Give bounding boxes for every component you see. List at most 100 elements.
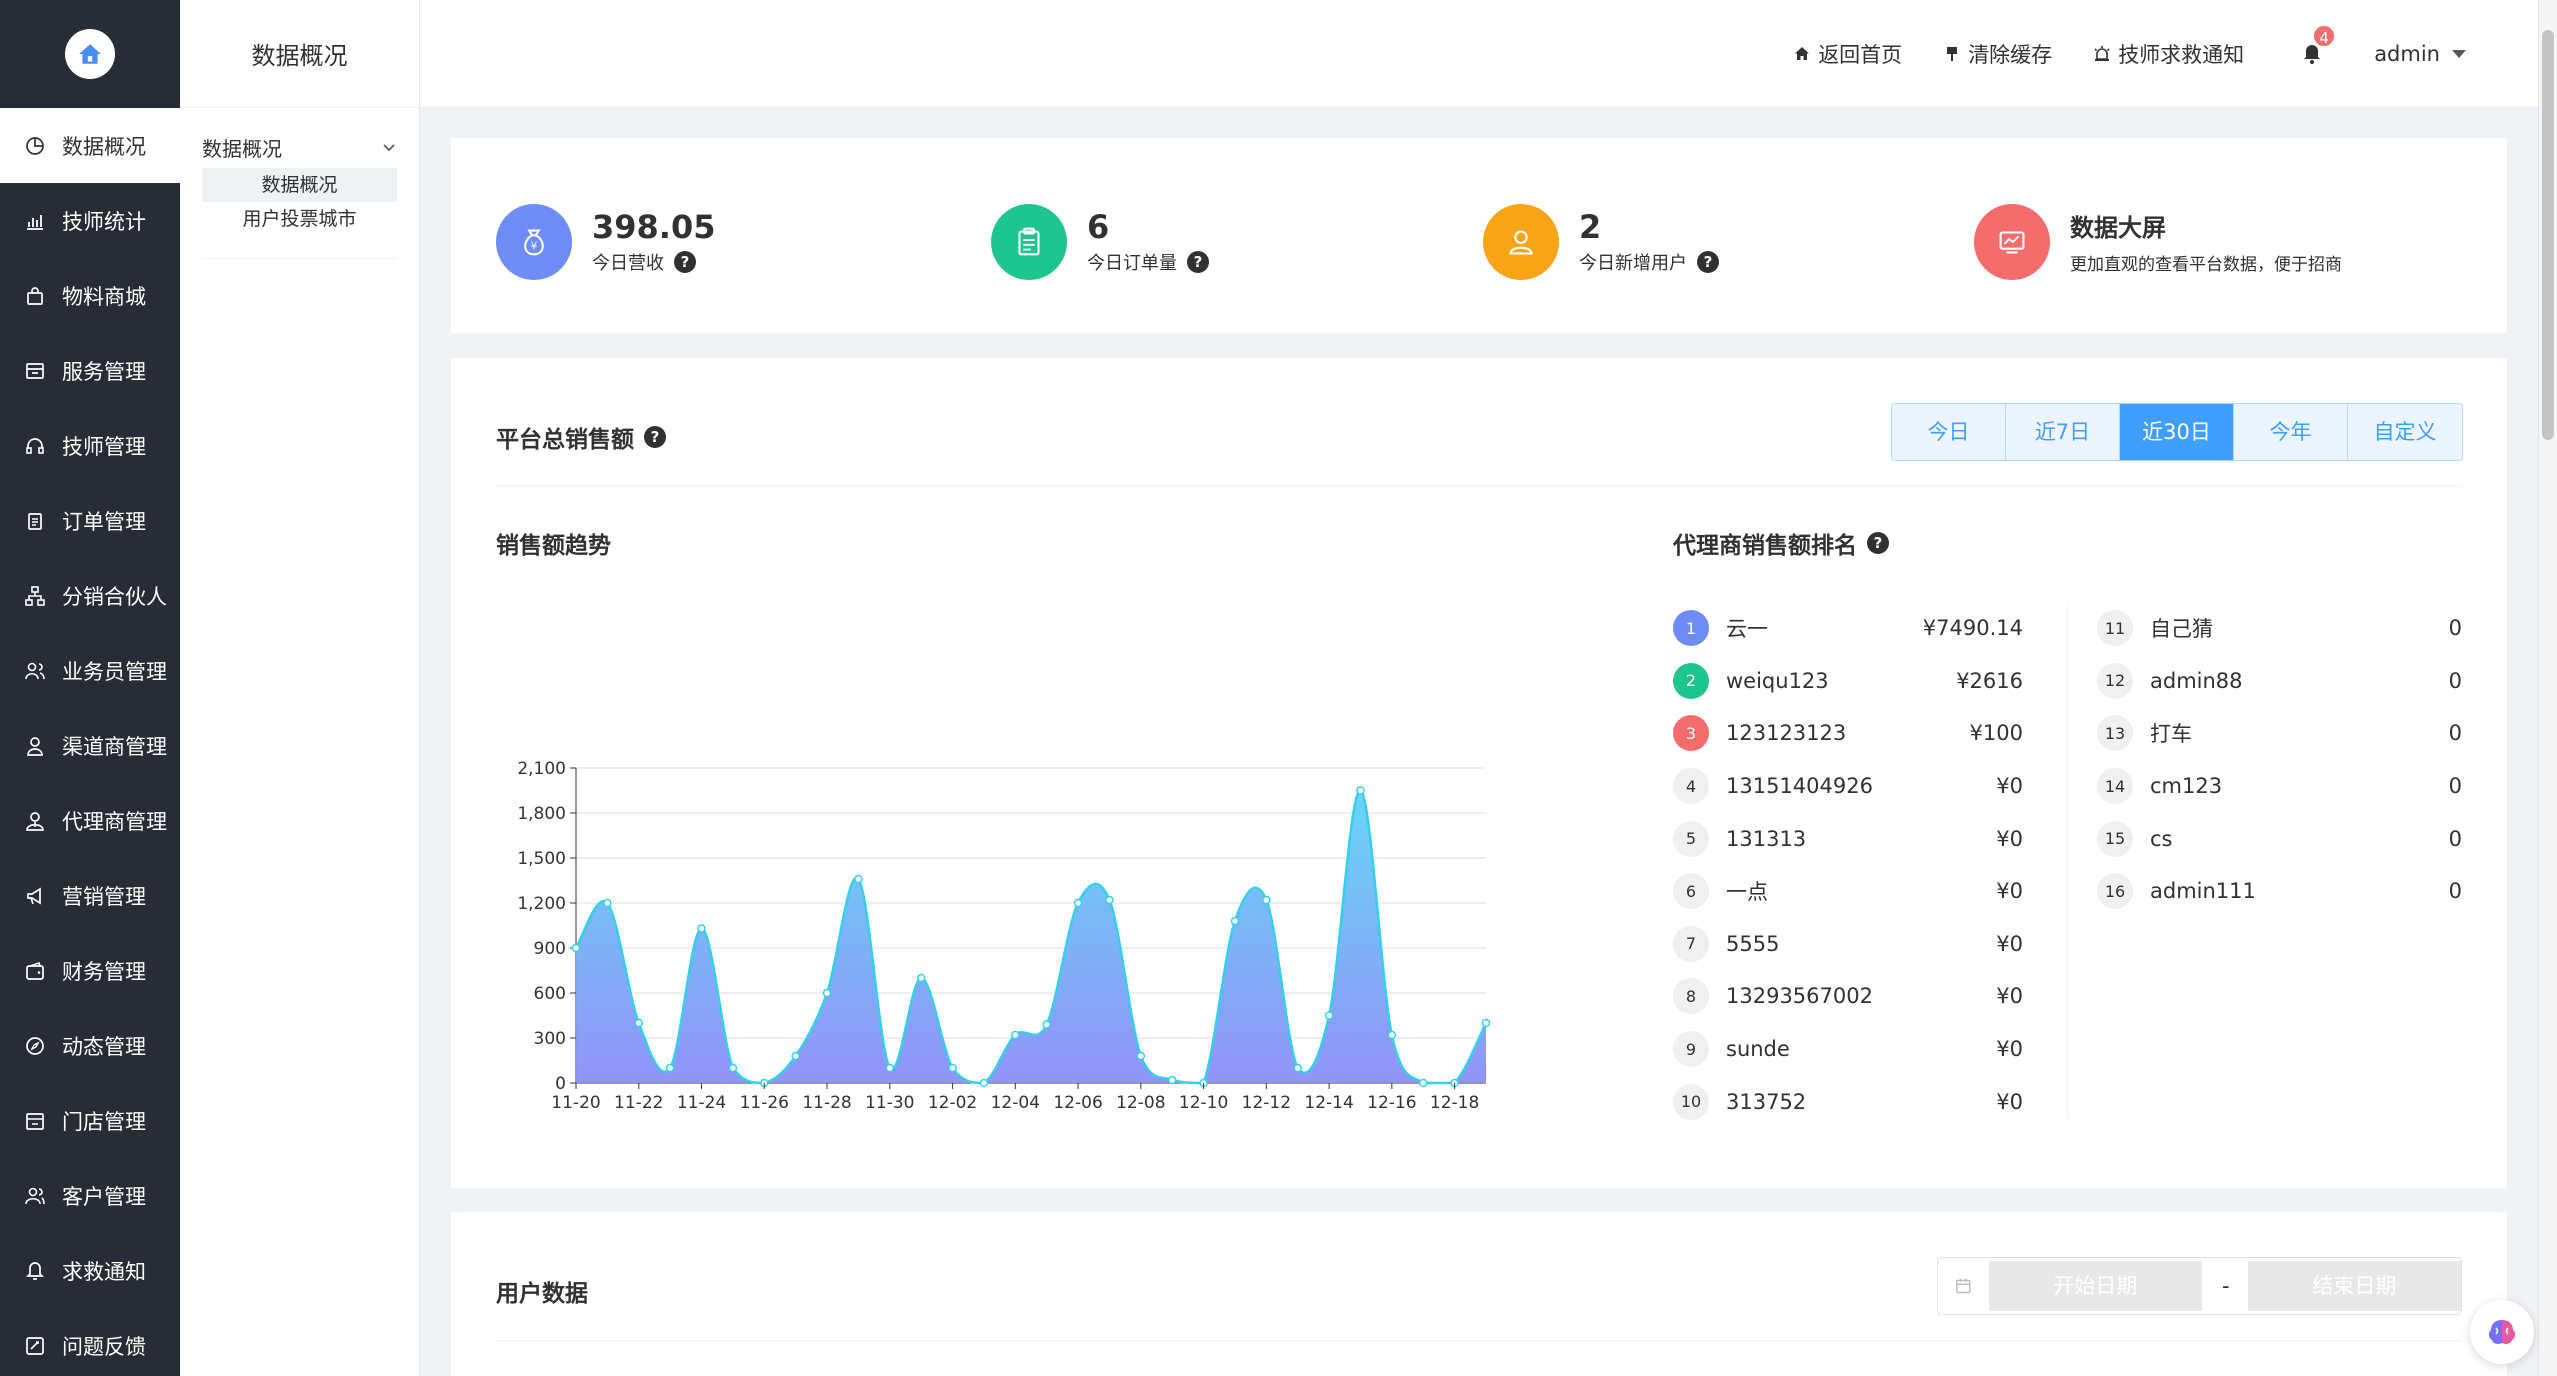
y-tick-label: 900 [534, 939, 566, 959]
rank-badge: 6 [1673, 873, 1709, 910]
start-date-input[interactable]: 开始日期 [1988, 1261, 2202, 1311]
rank-value: ¥0 [1996, 826, 2023, 851]
rank-badge: 10 [1673, 1083, 1709, 1120]
help-icon[interactable]: ? [1187, 251, 1209, 273]
ranking-list-left: 1 云一 ¥7490.14 2 weiqu123 ¥2616 3 123123123 ¥100 4… [1673, 602, 2023, 1128]
x-tick-label: 11-28 [802, 1093, 851, 1113]
sidebar-item-14[interactable]: 客户管理 [0, 1158, 180, 1233]
sos-notice-link[interactable]: 技师求救通知 [2092, 39, 2244, 69]
clear-cache-link[interactable]: 清除缓存 [1942, 39, 2052, 69]
rank-badge: 1 [1673, 610, 1709, 647]
date-range-picker[interactable]: 开始日期 - 结束日期 [1937, 1257, 2462, 1315]
sidebar-item-1[interactable]: 技师统计 [0, 183, 180, 258]
sub-nav-link-vote-city[interactable]: 用户投票城市 [242, 208, 357, 230]
user-menu[interactable]: admin [2374, 42, 2466, 66]
help-icon[interactable]: ? [1867, 532, 1889, 554]
sidebar-item-4[interactable]: 技师管理 [0, 408, 180, 483]
x-tick-label: 11-26 [740, 1093, 789, 1113]
user-icon [1483, 204, 1559, 280]
data-point [665, 1063, 675, 1073]
range-tab-2[interactable]: 近30日 [2120, 404, 2234, 460]
home-link[interactable]: 返回首页 [1792, 39, 1902, 69]
sidebar-item-0[interactable]: 数据概况 [0, 108, 180, 183]
sidebar-item-16[interactable]: 问题反馈 [0, 1308, 180, 1376]
sidebar-item-6[interactable]: 分销合伙人 [0, 558, 180, 633]
sidebar-item-label: 求救通知 [62, 1259, 146, 1284]
vertical-scrollbar[interactable] [2538, 0, 2557, 1376]
ranking-row: 15 cs 0 [2097, 812, 2462, 865]
sidebar-item-7[interactable]: 业务员管理 [0, 633, 180, 708]
sidebar-item-8[interactable]: 渠道商管理 [0, 708, 180, 783]
x-tick-label: 12-14 [1304, 1093, 1353, 1113]
rank-name: 131313 [1726, 826, 1807, 851]
rank-value: ¥0 [1996, 879, 2023, 904]
sidebar-item-3[interactable]: 服务管理 [0, 333, 180, 408]
data-point [1230, 916, 1240, 926]
big-screen-desc: 更加直观的查看平台数据，便于招商 [2070, 254, 2342, 275]
data-point [854, 874, 863, 884]
bell-icon [22, 1258, 48, 1284]
wallet-icon [22, 958, 48, 984]
sidebar-item-label: 分销合伙人 [62, 584, 167, 609]
rank-badge: 8 [1673, 978, 1709, 1015]
rank-badge: 15 [2097, 820, 2133, 857]
money-bag-icon: ¥ [496, 204, 572, 280]
alarm-icon [2094, 46, 2110, 61]
assistant-button[interactable] [2470, 1300, 2534, 1364]
sidebar-item-label: 营销管理 [62, 884, 146, 909]
rank-badge: 12 [2097, 662, 2133, 699]
sidebar-item-12[interactable]: 动态管理 [0, 1008, 180, 1083]
end-date-input[interactable]: 结束日期 [2247, 1261, 2462, 1311]
monitor-icon [1974, 204, 2050, 280]
range-tab-0[interactable]: 今日 [1892, 404, 2006, 460]
rank-value: ¥7490.14 [1922, 616, 2023, 641]
range-tab-3[interactable]: 今年 [2234, 404, 2348, 460]
sub-nav-group-header[interactable]: 数据概况 [202, 126, 397, 168]
rank-badge: 4 [1673, 768, 1709, 805]
data-point [634, 1018, 644, 1028]
data-point [885, 1063, 895, 1073]
logo[interactable] [0, 0, 180, 108]
sidebar-item-5[interactable]: 订单管理 [0, 483, 180, 558]
sidebar-item-2[interactable]: 物料商城 [0, 258, 180, 333]
sos-notice-label: 技师求救通知 [2118, 43, 2245, 67]
notification-badge: 4 [2312, 24, 2337, 48]
help-icon[interactable]: ? [644, 426, 666, 448]
data-point [603, 898, 612, 908]
range-tab-4[interactable]: 自定义 [2348, 404, 2462, 460]
notification-bell[interactable]: 4 [2300, 24, 2337, 66]
svg-text:¥: ¥ [531, 241, 538, 253]
sidebar-item-10[interactable]: 营销管理 [0, 858, 180, 933]
sidebar-menu: 数据概况 技师统计 物料商城服务管理技师管理 订单管理分销合伙人业务员管理 渠道商管理代… [0, 108, 180, 1376]
rank-name: 云一 [1726, 617, 1768, 642]
calendar-icon [1956, 1278, 1971, 1294]
data-point [1011, 1030, 1020, 1040]
help-icon[interactable]: ? [1697, 251, 1719, 273]
sidebar-item-9[interactable]: 代理商管理 [0, 783, 180, 858]
data-point [697, 924, 706, 933]
user-data-title: 用户数据 [496, 1281, 588, 1307]
rank-name: admin88 [2150, 668, 2243, 693]
ranking-row: 1 云一 ¥7490.14 [1673, 602, 2023, 655]
rank-name: 123123123 [1726, 721, 1847, 746]
megaphone-icon [22, 883, 48, 909]
sidebar-item-15[interactable]: 求救通知 [0, 1233, 180, 1308]
data-point [1418, 1078, 1428, 1088]
stat-big-screen[interactable]: 数据大屏 更加直观的查看平台数据，便于招商 [1974, 204, 2342, 280]
data-point [1262, 895, 1271, 905]
range-tab-1[interactable]: 近7日 [2006, 404, 2120, 460]
sub-navigation: 数据概况 数据概况 数据概况 用户投票城市 [180, 0, 420, 1376]
sidebar-item-label: 服务管理 [62, 359, 146, 384]
rank-value: ¥0 [1996, 1089, 2023, 1114]
data-point [1042, 1020, 1051, 1029]
help-icon[interactable]: ? [674, 251, 696, 273]
ranking-row: 6 一点 ¥0 [1673, 865, 2023, 918]
scrollbar-thumb[interactable] [2542, 30, 2554, 440]
y-tick-label: 0 [555, 1074, 566, 1094]
sub-nav-link-overview[interactable]: 数据概况 [202, 168, 397, 202]
rank-badge: 16 [2097, 873, 2133, 910]
orders-value: 6 [1087, 208, 1110, 246]
headset-icon [22, 433, 48, 459]
sidebar-item-13[interactable]: 门店管理 [0, 1083, 180, 1158]
sidebar-item-11[interactable]: 财务管理 [0, 933, 180, 1008]
